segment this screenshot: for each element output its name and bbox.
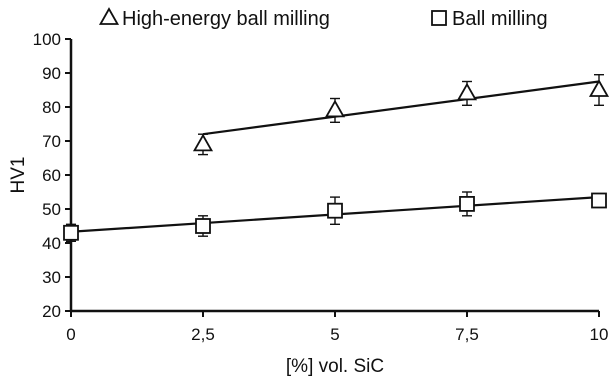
- data-point-series-1: [456, 80, 478, 107]
- data-point-series-1: [192, 133, 214, 156]
- triangle-marker: [324, 99, 346, 118]
- legend: High-energy ball milling Ball milling: [98, 7, 548, 30]
- square-marker: [459, 195, 475, 212]
- data-marks: [63, 73, 610, 243]
- y-tick-label: 40: [42, 234, 61, 253]
- legend-item-1: High-energy ball milling: [98, 7, 330, 30]
- data-point-series-1: [324, 97, 346, 124]
- trendline-series-1: [202, 80, 600, 136]
- triangle-legend-icon: [98, 7, 120, 25]
- triangle-marker: [192, 133, 214, 152]
- x-tick-label: 10: [590, 325, 609, 344]
- square-marker: [327, 202, 343, 219]
- y-tick-label: 50: [42, 200, 61, 219]
- y-tick-label: 90: [42, 64, 61, 83]
- y-tick-label: 100: [33, 30, 61, 49]
- x-tick-label: 0: [66, 325, 75, 344]
- y-axis-title: HV1: [8, 157, 29, 194]
- y-tick-label: 60: [42, 166, 61, 185]
- data-point-series-2: [195, 215, 211, 237]
- y-tick-label: 80: [42, 98, 61, 117]
- x-axis-title: [%] vol. SiC: [286, 356, 384, 377]
- triangle-marker: [456, 82, 478, 101]
- square-marker: [195, 218, 211, 234]
- square-marker: [63, 224, 79, 241]
- square-legend-icon: [431, 10, 447, 26]
- data-point-series-2: [327, 196, 343, 226]
- y-tick-label: 20: [42, 302, 61, 321]
- legend-item-2: Ball milling: [431, 8, 548, 30]
- data-point-series-2: [63, 223, 79, 243]
- square-marker: [591, 192, 607, 209]
- legend-label: Ball milling: [452, 8, 548, 30]
- x-tick-label: 7,5: [455, 325, 479, 344]
- data-point-series-2: [591, 192, 607, 209]
- y-tick-label: 30: [42, 268, 61, 287]
- triangle-marker: [588, 79, 610, 97]
- data-point-series-1: [588, 73, 610, 107]
- y-tick-label: 70: [42, 132, 61, 151]
- axes: 20 30 40 50 60 70 80 90 100 0 2,5 5 7,5 10: [33, 30, 609, 344]
- legend-label: High-energy ball milling: [122, 8, 330, 30]
- x-tick-label: 2,5: [191, 325, 215, 344]
- x-tick-label: 5: [330, 325, 339, 344]
- data-point-series-2: [459, 191, 475, 217]
